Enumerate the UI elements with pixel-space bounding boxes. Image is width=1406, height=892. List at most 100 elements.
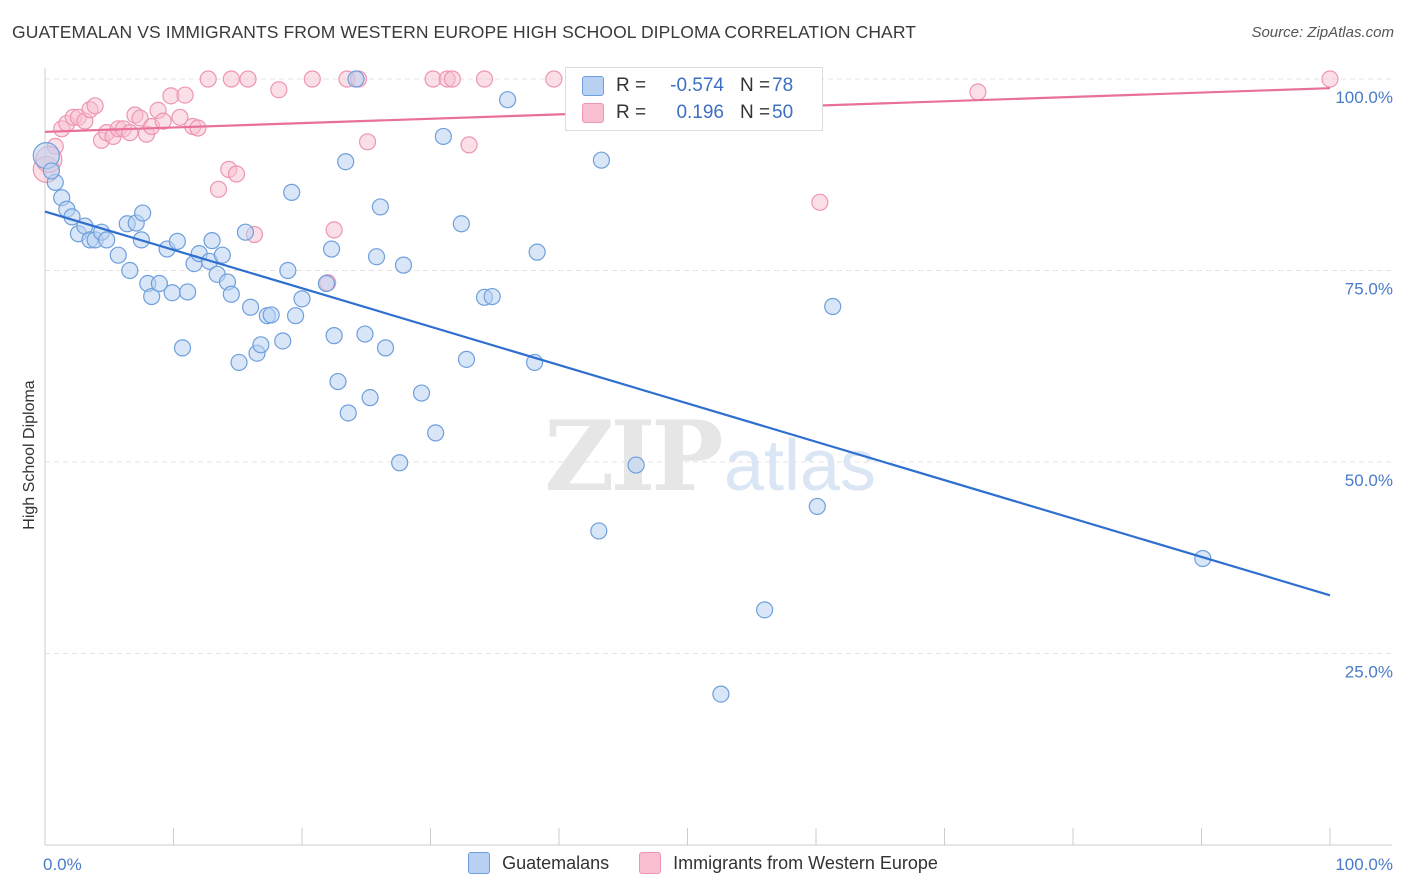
data-point-western-europe	[154, 112, 172, 130]
x-tick-labels: 0.0% 100.0%	[43, 855, 1393, 874]
data-point-guatemalans	[627, 456, 645, 474]
data-point-western-europe	[325, 221, 343, 239]
data-point-guatemalans	[339, 404, 357, 422]
data-point-western-europe	[475, 70, 494, 88]
trend-lines	[44, 87, 1331, 597]
data-point-guatemalans	[452, 215, 470, 233]
data-point-guatemalans	[808, 497, 826, 516]
series-western-europe-points	[32, 70, 1339, 292]
data-point-guatemalans	[317, 274, 336, 293]
data-point-guatemalans	[98, 231, 116, 249]
legend-row-guatemalans: R = -0.574 N = 78	[582, 73, 793, 99]
data-point-guatemalans	[391, 454, 409, 472]
legend-label-western-europe: Immigrants from Western Europe	[673, 852, 938, 873]
watermark-atlas: atlas	[724, 426, 876, 506]
data-point-guatemalans	[824, 297, 842, 316]
series-guatemalans-points	[32, 70, 1212, 703]
data-point-western-europe	[222, 70, 240, 88]
data-point-guatemalans	[347, 70, 365, 88]
data-point-guatemalans	[376, 339, 395, 357]
data-point-guatemalans	[394, 256, 413, 274]
data-point-guatemalans	[361, 389, 379, 407]
data-point-guatemalans	[168, 232, 186, 250]
data-point-guatemalans	[590, 522, 608, 540]
data-point-guatemalans	[274, 332, 292, 350]
data-point-guatemalans	[150, 274, 168, 293]
legend-swatch-pink	[639, 852, 662, 874]
legend-r-value: -0.574	[670, 75, 724, 96]
data-point-guatemalans	[528, 243, 546, 261]
data-point-western-europe	[443, 70, 461, 88]
data-point-guatemalans	[427, 424, 445, 442]
legend-item-western-europe[interactable]: Immigrants from Western Europe	[639, 852, 938, 874]
legend-item-guatemalans[interactable]: Guatemalans	[468, 852, 609, 874]
data-point-guatemalans	[457, 350, 476, 368]
y-tick-labels: 25.0% 50.0% 75.0% 100.0%	[1335, 88, 1393, 682]
legend-swatch-pink	[582, 103, 604, 123]
data-point-guatemalans	[163, 284, 181, 302]
y-tick-label: 100.0%	[1335, 88, 1393, 107]
data-point-guatemalans	[325, 327, 343, 345]
data-point-western-europe	[209, 180, 228, 198]
legend-n-label: N =	[740, 75, 771, 96]
data-point-guatemalans	[329, 372, 347, 391]
data-point-western-europe	[545, 70, 563, 88]
data-point-guatemalans	[179, 283, 197, 301]
x-tick-label: 0.0%	[43, 855, 82, 874]
chart-title: GUATEMALAN VS IMMIGRANTS FROM WESTERN EU…	[12, 22, 917, 42]
legend-swatch-blue	[468, 852, 491, 874]
data-point-western-europe	[86, 97, 104, 115]
data-point-guatemalans	[213, 246, 231, 264]
legend-label-guatemalans: Guatemalans	[502, 852, 610, 873]
data-point-guatemalans	[499, 91, 517, 109]
data-point-western-europe	[358, 133, 377, 151]
data-point-guatemalans	[109, 246, 127, 264]
data-point-guatemalans	[412, 384, 431, 402]
data-point-guatemalans	[283, 183, 301, 201]
data-point-western-europe	[811, 193, 829, 211]
data-point-guatemalans	[712, 685, 730, 703]
data-point-guatemalans	[252, 336, 270, 354]
y-tick-label: 25.0%	[1345, 663, 1393, 682]
data-point-western-europe	[121, 124, 139, 142]
data-point-guatemalans	[121, 261, 139, 280]
data-point-guatemalans	[434, 127, 452, 146]
data-point-guatemalans	[242, 298, 260, 316]
stats-legend: R = -0.574 N = 78 R = 0.196 N = 50	[565, 67, 823, 131]
data-point-western-europe	[199, 70, 217, 88]
data-point-guatemalans	[262, 306, 280, 324]
source-label: Source: ZipAtlas.com	[1251, 24, 1394, 41]
data-point-guatemalans	[337, 153, 355, 171]
legend-r-label: R =	[616, 75, 647, 96]
data-point-guatemalans	[134, 204, 152, 222]
legend-row-western-europe: R = 0.196 N = 50	[582, 100, 793, 126]
data-point-guatemalans	[755, 601, 774, 619]
data-point-guatemalans	[173, 339, 192, 357]
data-point-western-europe	[171, 108, 189, 126]
data-point-guatemalans	[1194, 549, 1212, 568]
watermark: ZIP atlas	[544, 400, 876, 513]
data-point-guatemalans	[371, 198, 389, 216]
legend-r-label: R =	[616, 102, 647, 123]
legend-n-value: 50	[772, 102, 794, 123]
data-point-guatemalans	[322, 240, 341, 258]
data-point-western-europe	[1321, 70, 1339, 88]
data-point-western-europe	[176, 86, 194, 104]
trend-line-guatemalans	[44, 210, 1331, 597]
data-point-guatemalans	[203, 232, 221, 250]
data-point-guatemalans	[286, 307, 305, 325]
legend-swatch-blue	[582, 76, 604, 96]
data-point-guatemalans	[367, 248, 386, 266]
grid-lines	[45, 78, 1392, 654]
data-point-guatemalans	[42, 162, 61, 180]
data-point-western-europe	[460, 136, 478, 154]
y-tick-label: 75.0%	[1345, 280, 1393, 299]
legend-n-label: N =	[740, 102, 771, 123]
legend-r-value: 0.196	[676, 102, 724, 123]
data-point-western-europe	[227, 165, 246, 183]
data-point-western-europe	[303, 70, 321, 88]
data-point-guatemalans	[279, 261, 297, 280]
watermark-zip: ZIP	[544, 400, 721, 513]
y-tick-label: 50.0%	[1345, 471, 1393, 490]
